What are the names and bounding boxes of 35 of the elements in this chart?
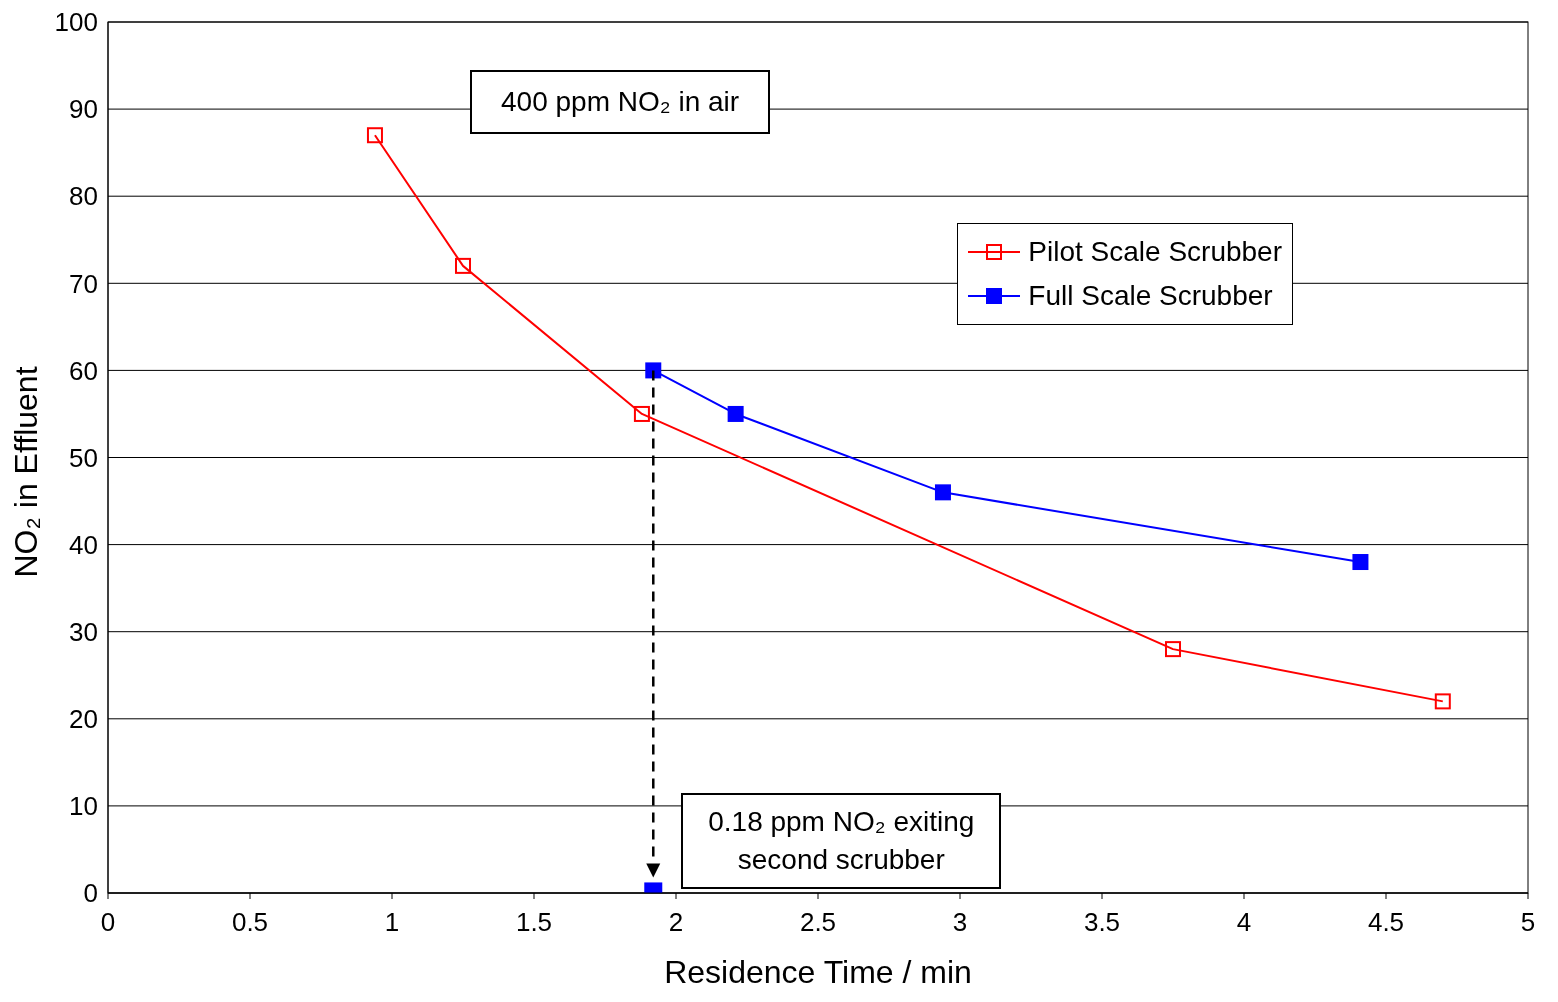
point [633, 405, 650, 422]
x-tick-label: 5 [1520, 907, 1536, 938]
x-tick-label: 3 [952, 907, 968, 938]
legend-label: Full Scale Scrubber [1028, 279, 1273, 313]
x-axis-title: Residence Time / min [664, 954, 972, 990]
x-tick-label: 2 [668, 907, 684, 938]
annotation: 400 ppm NO₂ in air [501, 86, 740, 117]
y-tick-label: 40 [69, 529, 98, 560]
y-tick-label: 0 [83, 878, 98, 909]
annotation: 0.18 ppm NO₂ exiting second scrubber [708, 806, 975, 876]
x-tick-label: 4.5 [1367, 907, 1405, 938]
x-tick-label: 1.5 [515, 907, 553, 938]
x-tick-label: 3.5 [1083, 907, 1121, 938]
x-tick-label: 0.5 [231, 907, 269, 938]
y-tick-label: 70 [69, 268, 98, 299]
point [1434, 693, 1451, 710]
x-tick-label: 2.5 [799, 907, 837, 938]
point [727, 405, 744, 422]
y-tick-label: 100 [54, 7, 98, 38]
legend-label: Pilot Scale Scrubber [1028, 235, 1282, 269]
y-tick-label: 50 [69, 442, 98, 473]
y-axis-title: NO₂ in Effluent [8, 366, 45, 578]
y-tick-label: 90 [69, 94, 98, 125]
point [455, 257, 471, 274]
point [1352, 554, 1369, 571]
y-tick-label: 10 [69, 791, 98, 822]
y-tick-label: 60 [69, 355, 98, 386]
y-tick-label: 30 [69, 616, 98, 647]
x-tick-label: 1 [384, 907, 400, 938]
x-tick-label: 4 [1236, 907, 1252, 938]
point [366, 127, 383, 144]
point [1165, 641, 1181, 658]
y-tick-label: 20 [69, 704, 98, 735]
y-tick-label: 80 [69, 181, 98, 212]
point [934, 484, 951, 501]
